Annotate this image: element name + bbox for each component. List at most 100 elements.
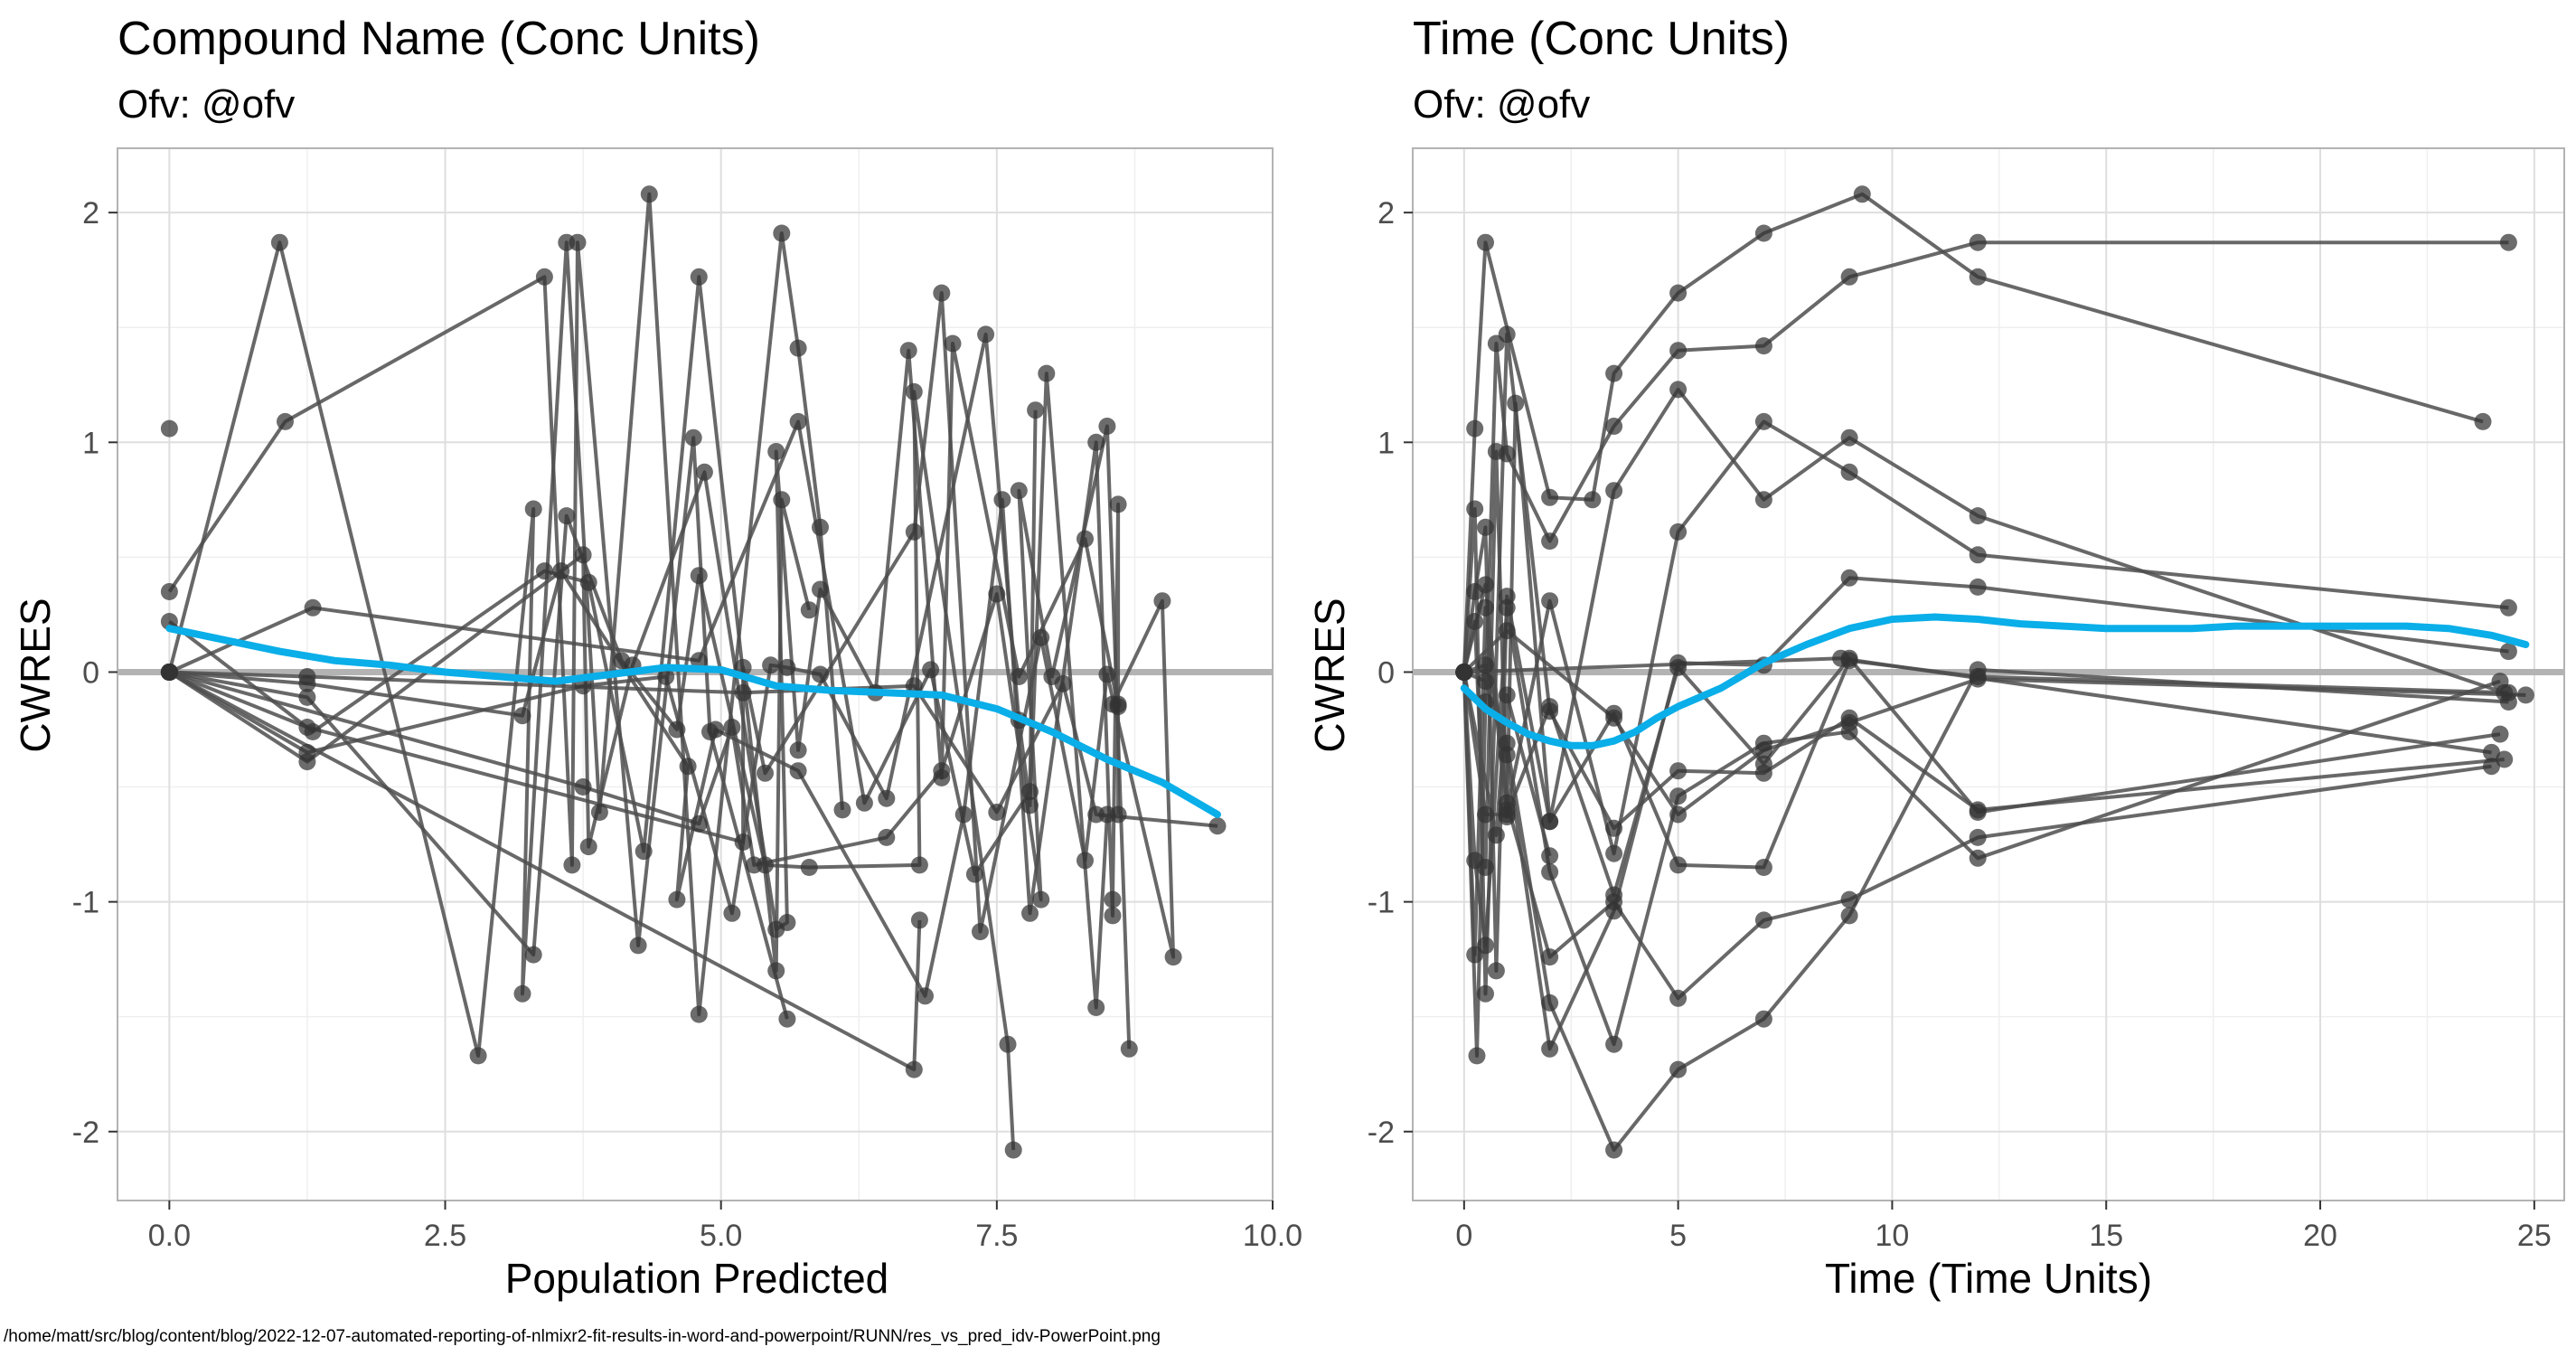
data-point [2491, 673, 2509, 691]
data-point [1104, 890, 1122, 909]
chart-title: Compound Name (Conc Units) [118, 13, 760, 65]
data-point [972, 923, 989, 941]
data-point [579, 573, 597, 591]
y-tick-label: -1 [72, 886, 99, 920]
data-point [1487, 826, 1505, 844]
data-point [917, 987, 934, 1005]
x-tick-label: 5 [1669, 1219, 1687, 1253]
data-point [1498, 805, 1516, 824]
data-point [1109, 495, 1127, 513]
data-point [1541, 488, 1559, 506]
data-point [668, 890, 686, 909]
file-path-caption: /home/matt/src/blog/content/blog/2022-12… [4, 1327, 1161, 1346]
data-point [1498, 686, 1516, 704]
data-point [778, 914, 796, 931]
data-point [905, 1060, 923, 1078]
data-point [1754, 491, 1772, 509]
data-point [878, 828, 896, 846]
series-line [169, 670, 1218, 828]
data-point [800, 601, 818, 619]
data-point [298, 668, 316, 685]
data-point [944, 334, 962, 353]
data-point [954, 805, 973, 824]
data-point [1969, 578, 1987, 596]
data-point [933, 284, 951, 302]
smooth-curve [165, 625, 1221, 818]
series-line [169, 440, 1121, 998]
data-point [1605, 886, 1623, 904]
data-point [558, 507, 576, 525]
data-point [1164, 948, 1182, 966]
data-point [1087, 999, 1105, 1016]
data-point [789, 412, 807, 430]
data-point [1840, 907, 1858, 925]
x-axis-title: Population Predicted [505, 1255, 889, 1302]
data-point [524, 500, 542, 518]
data-point [552, 562, 570, 580]
data-point [270, 233, 288, 251]
data-point [1477, 656, 1494, 674]
chart-title: Time (Conc Units) [1413, 13, 1790, 65]
data-point [1669, 342, 1688, 360]
data-point [2491, 725, 2509, 743]
x-tick-label: 25 [2517, 1219, 2552, 1253]
data-point [574, 546, 592, 564]
data-point [905, 382, 923, 400]
x-tick-label: 15 [2089, 1219, 2123, 1253]
data-point [1669, 787, 1688, 805]
data-point [298, 719, 316, 736]
data-point [789, 741, 807, 759]
chart-subtitle: Ofv: @ofv [118, 82, 295, 127]
data-point [1032, 890, 1050, 909]
data-point [298, 688, 316, 706]
data-point [1477, 984, 1494, 1003]
y-tick-label: 0 [82, 655, 99, 690]
series-points [160, 185, 1227, 1159]
data-point [563, 856, 581, 874]
data-point [1466, 613, 1484, 630]
data-point [1754, 1010, 1772, 1028]
y-tick-label: -2 [72, 1116, 99, 1150]
x-tick-label: 10.0 [1243, 1219, 1302, 1253]
x-tick-label: 0.0 [148, 1219, 191, 1253]
data-point [1021, 796, 1039, 815]
data-point [1098, 665, 1116, 683]
data-point [1498, 325, 1516, 344]
data-point [304, 598, 322, 617]
chart-subtitle: Ofv: @ofv [1413, 82, 1590, 127]
data-point [1840, 890, 1858, 909]
data-point [1104, 907, 1122, 925]
data-point [812, 580, 829, 598]
data-point [762, 656, 780, 674]
data-point [1153, 592, 1171, 610]
data-point [1477, 937, 1494, 955]
data-point [1840, 268, 1858, 286]
data-point [690, 815, 708, 833]
data-point [988, 804, 1006, 821]
series-line [1462, 628, 2526, 816]
data-point [1541, 993, 1559, 1012]
data-point [1669, 381, 1688, 399]
data-point [690, 652, 708, 670]
data-point [707, 720, 725, 739]
data-point [690, 268, 708, 286]
data-point [535, 268, 553, 286]
data-point [1669, 856, 1688, 874]
data-point [1087, 433, 1105, 451]
data-point [1076, 530, 1094, 548]
data-point [1120, 1040, 1138, 1058]
data-point [767, 443, 785, 460]
data-point [524, 946, 542, 964]
data-point [1477, 598, 1494, 617]
data-point [1754, 741, 1772, 759]
data-point [910, 911, 928, 929]
x-axis-title: Time (Time Units) [1825, 1255, 2152, 1302]
y-tick-label: 1 [1377, 426, 1395, 460]
data-point [922, 661, 940, 679]
data-point [1109, 805, 1127, 824]
y-tick-labels: -2 -1 0 1 2 [72, 196, 118, 1150]
data-point [812, 665, 829, 683]
panel-border [117, 147, 1274, 1201]
data-point [2474, 412, 2492, 430]
